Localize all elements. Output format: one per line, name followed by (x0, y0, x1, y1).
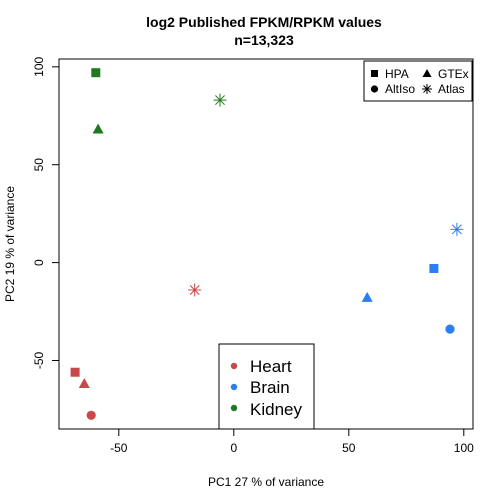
point-heart-altiso (86, 410, 96, 420)
legend-kidney-marker (230, 404, 238, 412)
y-axis: -50 0 50 100 (32, 56, 60, 369)
shape-legend: HPA GTEx AltIso Atlas (363, 60, 473, 102)
point-heart-hpa (70, 367, 80, 377)
y-tick-label: 100 (32, 56, 46, 76)
y-tick-label: 50 (32, 158, 46, 172)
point-kidney-atlas (213, 93, 227, 107)
point-brain-hpa (429, 263, 439, 273)
color-legend: Heart Brain Kidney (218, 343, 315, 430)
chart-subtitle: n=13,323 (234, 32, 294, 48)
y-axis-label: PC2 19 % of variance (3, 186, 17, 302)
chart-title: log2 Published FPKM/RPKM values (146, 14, 382, 30)
legend-altiso-label: AltIso (385, 82, 415, 96)
x-axis-label: PC1 27 % of variance (208, 475, 324, 489)
point-heart-gtex (78, 377, 90, 388)
legend-square-icon (371, 70, 378, 77)
data-points (70, 68, 464, 420)
legend-kidney-label: Kidney (250, 400, 302, 419)
point-heart-atlas (188, 283, 202, 297)
legend-triangle-icon (422, 69, 432, 77)
point-brain-gtex (361, 291, 373, 302)
point-kidney-hpa (91, 68, 101, 78)
shape-legend-box (363, 60, 473, 102)
x-tick-label: 100 (454, 441, 474, 455)
legend-heart-marker (230, 362, 238, 370)
legend-asterisk-icon (422, 84, 432, 94)
legend-hpa-label: HPA (385, 67, 409, 81)
legend-brain-label: Brain (250, 378, 290, 397)
point-brain-atlas (450, 222, 464, 236)
legend-gtex-label: GTEx (438, 67, 469, 81)
point-brain-altiso (445, 324, 455, 334)
x-tick-label: -50 (110, 441, 128, 455)
y-tick-label: 0 (32, 259, 46, 266)
x-tick-label: 0 (230, 441, 237, 455)
point-kidney-gtex (92, 123, 104, 134)
legend-circle-icon (370, 85, 379, 93)
x-tick-label: 50 (342, 441, 356, 455)
legend-brain-marker (230, 383, 238, 391)
y-tick-label: -50 (32, 351, 46, 369)
x-axis: -50 0 50 100 (110, 428, 474, 455)
legend-atlas-label: Atlas (438, 82, 465, 96)
legend-heart-label: Heart (250, 357, 292, 376)
